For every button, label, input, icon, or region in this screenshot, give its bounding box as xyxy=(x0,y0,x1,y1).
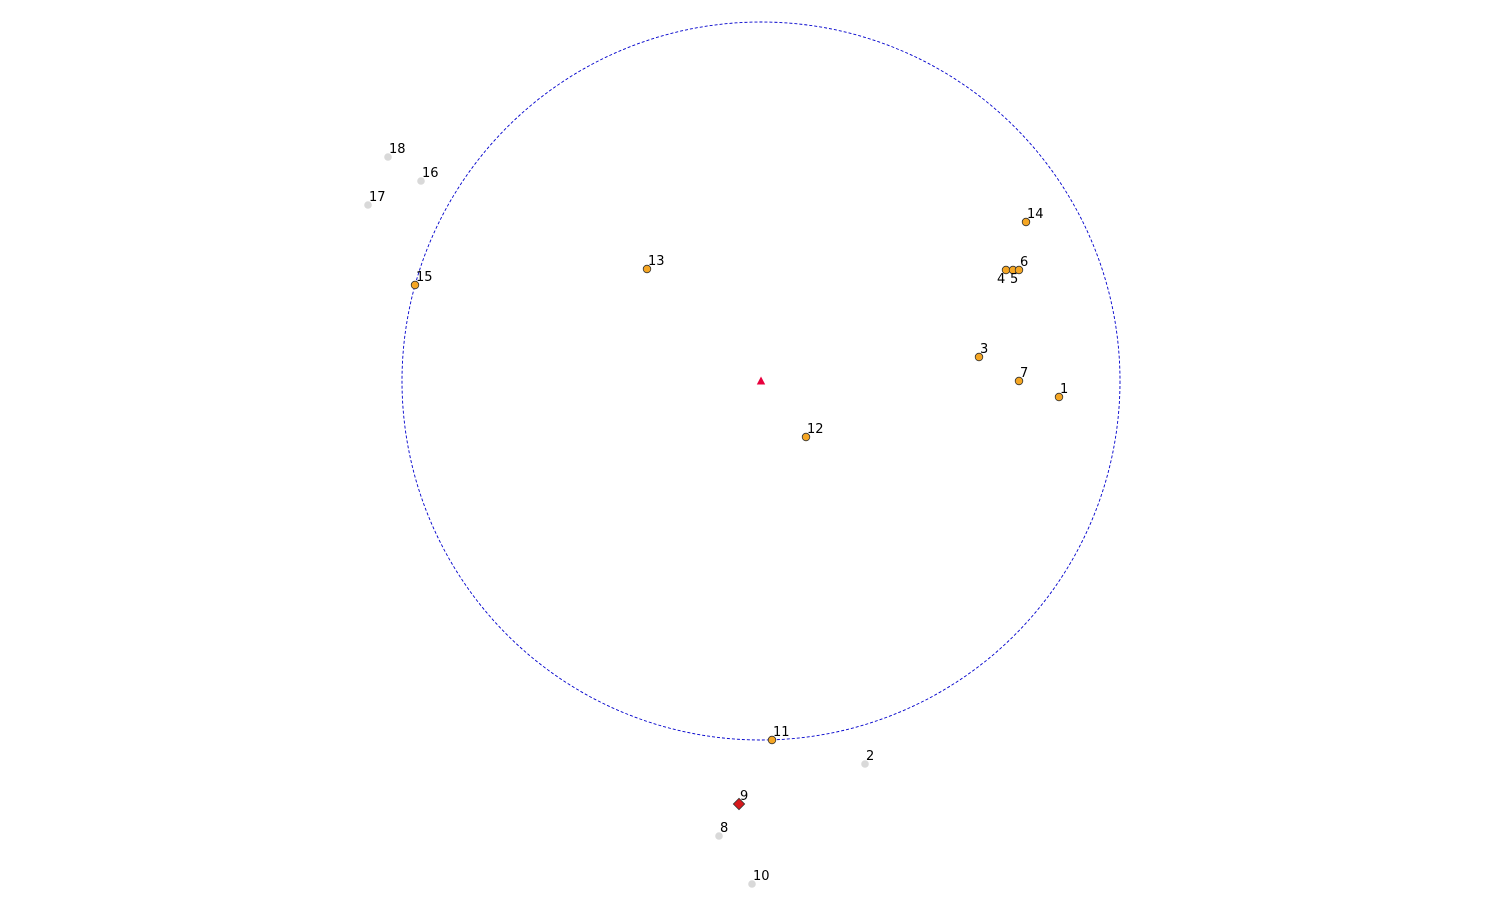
point-label-17: 17 xyxy=(369,190,386,205)
point-label-12: 12 xyxy=(807,422,824,437)
data-point-6 xyxy=(1014,265,1024,275)
point-label-1: 1 xyxy=(1060,382,1068,397)
data-point-12 xyxy=(801,432,811,442)
radius-circle xyxy=(401,21,1121,741)
point-label-15: 15 xyxy=(416,270,433,285)
point-label-3: 3 xyxy=(980,342,988,357)
point-label-10: 10 xyxy=(753,869,770,884)
data-point-17 xyxy=(364,201,372,209)
point-label-8: 8 xyxy=(720,821,728,836)
data-point-15 xyxy=(410,280,420,290)
point-label-5: 5 xyxy=(1010,272,1018,287)
data-point-9 xyxy=(732,797,746,811)
data-point-3 xyxy=(974,352,984,362)
data-point-16 xyxy=(417,177,425,185)
data-point-18 xyxy=(384,153,392,161)
data-point-10 xyxy=(748,880,756,888)
point-label-13: 13 xyxy=(648,254,665,269)
point-label-7: 7 xyxy=(1020,366,1028,381)
radius-circle-layer xyxy=(401,21,1121,741)
point-label-4: 4 xyxy=(997,272,1005,287)
data-point-1 xyxy=(1054,392,1064,402)
data-point-14 xyxy=(1021,217,1031,227)
point-label-16: 16 xyxy=(422,166,439,181)
data-point-8 xyxy=(715,832,723,840)
point-label-14: 14 xyxy=(1027,207,1044,222)
data-point-2 xyxy=(861,760,869,768)
data-point-11 xyxy=(767,735,777,745)
center-marker xyxy=(756,376,766,385)
points-layer xyxy=(364,153,1064,888)
data-point-7 xyxy=(1014,376,1024,386)
point-label-18: 18 xyxy=(389,142,406,157)
center-layer xyxy=(756,376,766,385)
point-label-11: 11 xyxy=(773,725,790,740)
point-label-2: 2 xyxy=(866,749,874,764)
point-label-6: 6 xyxy=(1020,255,1028,270)
data-point-13 xyxy=(642,264,652,274)
point-label-9: 9 xyxy=(740,789,748,804)
